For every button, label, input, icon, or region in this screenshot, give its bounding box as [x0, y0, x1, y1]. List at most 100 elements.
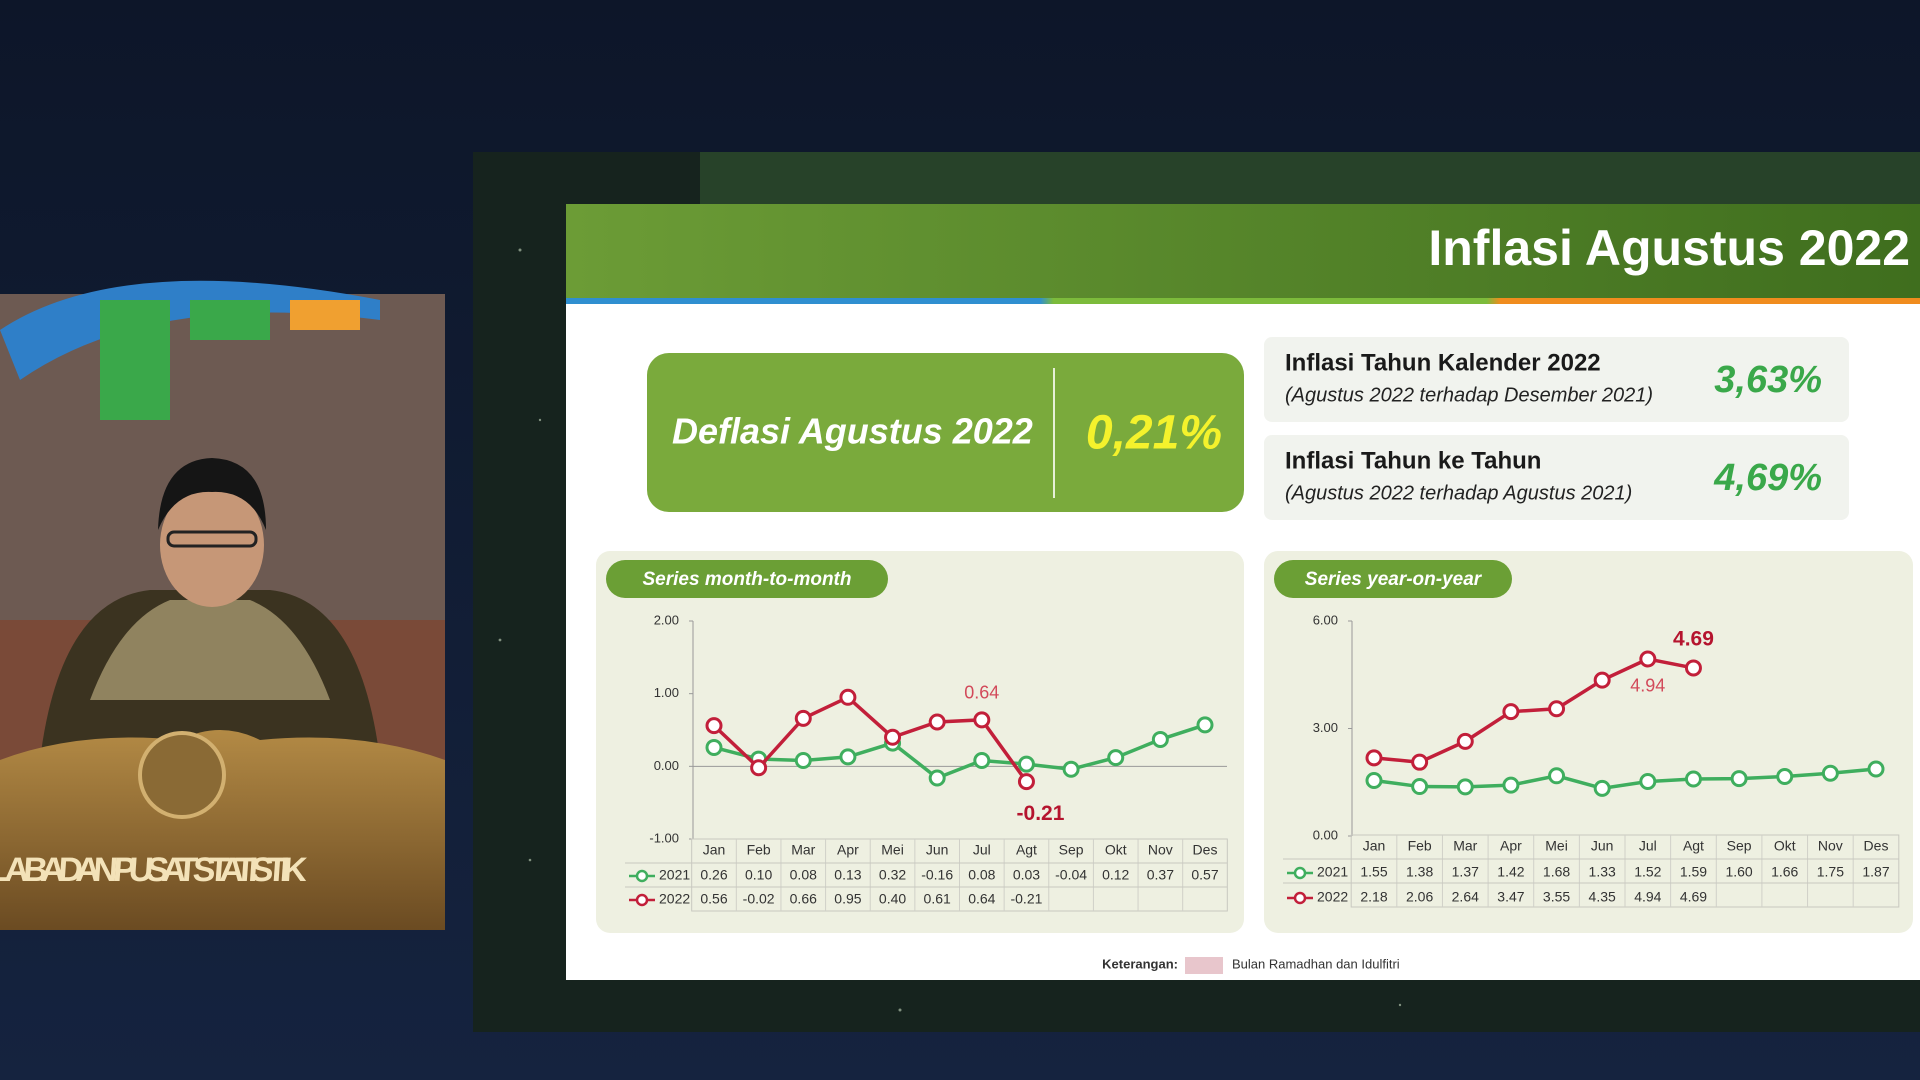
- table-value: 0.13: [834, 867, 861, 883]
- data-label: 4.94: [1630, 676, 1665, 696]
- table-value: -0.16: [921, 867, 953, 883]
- y-tick-label: 2.00: [654, 612, 679, 627]
- legend-label: 2022: [659, 891, 690, 907]
- x-tick-label: Jan: [1363, 838, 1386, 854]
- point: [1821, 764, 1839, 782]
- table-value: 1.68: [1543, 864, 1570, 880]
- point: [1639, 773, 1657, 791]
- stat-box: [1264, 435, 1849, 520]
- x-tick-label: Sep: [1727, 838, 1752, 854]
- x-tick-label: Feb: [747, 842, 771, 858]
- y-tick-label: -1.00: [649, 830, 679, 845]
- point: [928, 713, 946, 731]
- point: [1776, 768, 1794, 786]
- point: [794, 709, 812, 727]
- point: [1684, 659, 1702, 677]
- point: [1684, 770, 1702, 788]
- table-value: -0.21: [1010, 891, 1042, 907]
- table-value: 0.10: [745, 867, 772, 883]
- speaker-hair: [158, 458, 266, 530]
- point: [1196, 716, 1214, 734]
- table-value: 0.08: [968, 867, 995, 883]
- legend-marker: [635, 869, 649, 883]
- table-value: -0.04: [1055, 867, 1087, 883]
- table-value: 0.08: [790, 867, 817, 883]
- table-value: 2.18: [1360, 889, 1387, 905]
- point: [794, 752, 812, 770]
- table-value: -0.02: [743, 891, 775, 907]
- table-value: 0.40: [879, 891, 906, 907]
- point: [1593, 779, 1611, 797]
- logo-bar: [100, 300, 170, 420]
- point: [1456, 732, 1474, 750]
- table-value: 4.69: [1680, 889, 1707, 905]
- x-tick-label: Agt: [1016, 842, 1037, 858]
- logo-bar: [290, 300, 360, 330]
- legend-label: 2021: [659, 867, 690, 883]
- point: [884, 728, 902, 746]
- point: [1017, 773, 1035, 791]
- x-tick-label: Okt: [1774, 838, 1796, 854]
- note-text: Bulan Ramadhan dan Idulfitri: [1232, 956, 1400, 971]
- batik: [90, 600, 330, 700]
- slide-title: Inflasi Agustus 2022: [1428, 220, 1910, 276]
- point: [750, 759, 768, 777]
- stat-label: Inflasi Tahun ke Tahun: [1285, 447, 1541, 474]
- y-tick-label: 3.00: [1313, 720, 1338, 735]
- chart-panel: [1264, 551, 1913, 933]
- headline-label: Deflasi Agustus 2022: [672, 411, 1033, 452]
- star: [498, 638, 502, 642]
- legend-marker: [635, 893, 649, 907]
- point: [1062, 760, 1080, 778]
- x-tick-label: Des: [1193, 842, 1218, 858]
- table-value: 2.06: [1406, 889, 1433, 905]
- x-tick-label: Jun: [1591, 838, 1614, 854]
- chart: Series year-on-year 6.00 3.00 0.00 Jan Feb Mar…: [1264, 551, 1913, 933]
- x-tick-label: Des: [1864, 838, 1889, 854]
- point: [1017, 755, 1035, 773]
- podium-emblem: [138, 731, 226, 819]
- y-tick-label: 0.00: [654, 758, 679, 773]
- star: [898, 1008, 902, 1012]
- chart-title-pill: [606, 560, 888, 598]
- point: [1548, 767, 1566, 785]
- chart: Series month-to-month 2.00 1.00 0.00 -1.00 Ja…: [596, 551, 1244, 933]
- note-swatch: [1185, 957, 1223, 974]
- point: [973, 752, 991, 770]
- point: [973, 711, 991, 729]
- header-strip: [566, 298, 1920, 304]
- point: [1593, 671, 1611, 689]
- legend-label: 2022: [1317, 889, 1348, 905]
- point: [1411, 753, 1429, 771]
- star: [1398, 1003, 1402, 1007]
- point: [1411, 778, 1429, 796]
- point: [839, 688, 857, 706]
- point: [1548, 700, 1566, 718]
- point: [705, 717, 723, 735]
- star: [528, 858, 532, 862]
- x-tick-label: Okt: [1105, 842, 1127, 858]
- table-value: 1.38: [1406, 864, 1433, 880]
- data-label: 0.64: [964, 683, 999, 703]
- point: [928, 769, 946, 787]
- table-value: 1.66: [1771, 864, 1798, 880]
- point: [1502, 703, 1520, 721]
- table-value: 1.59: [1680, 864, 1707, 880]
- data-label: 4.69: [1673, 627, 1714, 650]
- chart-panel: [596, 551, 1244, 933]
- x-tick-label: Jan: [703, 842, 726, 858]
- x-tick-label: Nov: [1148, 842, 1173, 858]
- star: [518, 248, 522, 252]
- table-value: 0.26: [700, 867, 727, 883]
- point: [1456, 778, 1474, 796]
- x-tick-label: Jul: [1639, 838, 1657, 854]
- table-value: 3.55: [1543, 889, 1570, 905]
- table-value: 2.64: [1452, 889, 1479, 905]
- stat-value: 4,69%: [1713, 457, 1822, 499]
- y-tick-label: 6.00: [1313, 612, 1338, 627]
- table-value: 0.12: [1102, 867, 1129, 883]
- table-value: 0.95: [834, 891, 861, 907]
- stat-value: 3,63%: [1714, 359, 1822, 401]
